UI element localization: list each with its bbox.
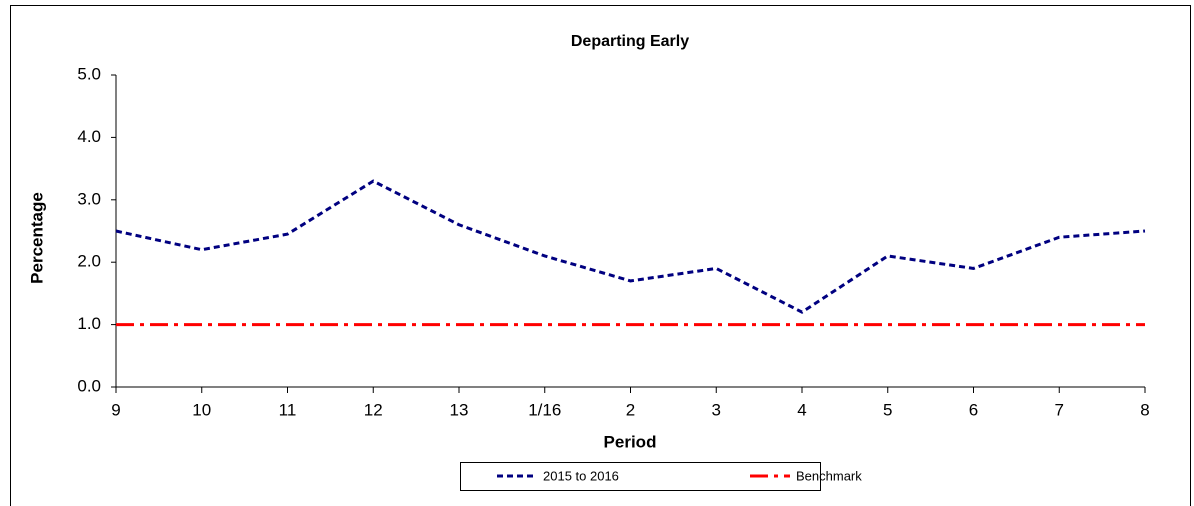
x-tick-label: 8 bbox=[1140, 400, 1149, 419]
x-tick-label: 13 bbox=[450, 400, 469, 419]
x-tick-label: 10 bbox=[192, 400, 211, 419]
legend-label: Benchmark bbox=[796, 468, 862, 483]
x-tick-label: 3 bbox=[712, 400, 721, 419]
x-tick-label: 11 bbox=[279, 400, 297, 419]
y-tick-label: 0.0 bbox=[77, 376, 101, 395]
y-axis-label: Percentage bbox=[27, 192, 46, 284]
y-tick-label: 4.0 bbox=[77, 127, 101, 146]
chart-title: Departing Early bbox=[571, 33, 689, 50]
x-tick-label: 6 bbox=[969, 400, 978, 419]
y-tick-label: 3.0 bbox=[77, 189, 101, 208]
x-tick-label: 1/16 bbox=[528, 400, 561, 419]
series-line bbox=[115, 179, 1146, 314]
y-tick-label: 2.0 bbox=[77, 252, 101, 271]
y-tick-label: 5.0 bbox=[77, 64, 101, 83]
x-tick-label: 12 bbox=[364, 400, 383, 419]
chart-border bbox=[10, 5, 1191, 506]
legend-label: 2015 to 2016 bbox=[543, 468, 619, 483]
x-tick-label: 9 bbox=[111, 400, 120, 419]
x-tick-label: 2 bbox=[626, 400, 635, 419]
x-tick-label: 5 bbox=[883, 400, 892, 419]
x-tick-label: 7 bbox=[1055, 400, 1064, 419]
x-tick-label: 4 bbox=[797, 400, 806, 419]
y-tick-label: 1.0 bbox=[77, 314, 101, 333]
x-axis-label: Period bbox=[604, 432, 657, 451]
